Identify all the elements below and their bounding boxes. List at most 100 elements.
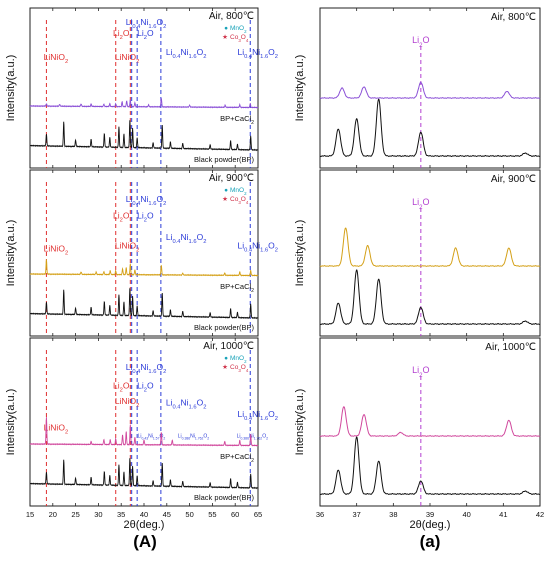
label-part: Air, 800℃: [491, 12, 536, 23]
subplot-title: Air, 900℃: [491, 174, 536, 185]
label-part: 0.4: [132, 24, 141, 30]
reference-label: Li0.4Ni1.6O2: [237, 240, 278, 253]
label-part: 2θ(deg.): [410, 519, 451, 531]
label-part: 30: [94, 510, 102, 519]
label-part: Air, 800℃: [209, 11, 254, 22]
label-part: 2: [144, 388, 147, 394]
label-part: Li: [113, 211, 120, 221]
panel-label-a: (a): [420, 532, 441, 551]
label-part: Intensity(a.u.): [5, 55, 17, 122]
label-part: 0.386: [182, 436, 191, 440]
label-part: 1.6: [260, 247, 268, 253]
series-label-bp-cacl2: BP+CaCl2: [220, 114, 254, 126]
legend-marker: ●: [224, 25, 228, 32]
label-part: 2: [419, 42, 423, 49]
label-part: 2: [244, 29, 247, 34]
label-part: 2: [163, 436, 165, 440]
series-line-black-powder: [319, 269, 541, 325]
label-part: Li: [237, 240, 244, 250]
label-part: 41: [499, 510, 507, 519]
series-label-black-powder: Black powder(BP): [194, 155, 255, 164]
label-part: Li: [126, 362, 133, 372]
series-label-black-powder: Black powder(BP): [194, 323, 255, 332]
label-part: Ni: [252, 409, 260, 419]
label-part: 39: [426, 510, 434, 519]
label-part: Intensity(a.u.): [294, 220, 306, 287]
label-part: 2: [136, 247, 139, 253]
x-tick-label: 65: [254, 510, 262, 519]
label-part: Li: [166, 232, 173, 242]
label-part: 2: [244, 191, 247, 196]
reference-label: LiNiO2: [115, 240, 139, 253]
x-tick-label: 35: [117, 510, 125, 519]
label-part: 2: [251, 288, 254, 294]
series-line-black-powder: [29, 120, 259, 152]
series-line-bp-cacl2: [319, 227, 541, 267]
series-line-black-powder: [29, 458, 259, 490]
label-part: 40: [462, 510, 470, 519]
reference-label: Li2O: [113, 28, 130, 41]
label-part: O: [197, 397, 204, 407]
label-part: Li: [237, 47, 244, 57]
label-part: 2: [275, 247, 278, 253]
label-part: 1.6: [260, 54, 268, 60]
label-part: O: [268, 409, 275, 419]
label-part: Co: [230, 196, 239, 203]
subplot-title: Air, 900℃: [209, 173, 254, 184]
x-tick-label: 41: [499, 510, 507, 519]
reference-label: Li0.4Ni1.6O2: [126, 362, 167, 375]
label-part: 42: [536, 510, 544, 519]
reference-label: Li0.4Ni1.6O2: [237, 47, 278, 60]
label-part: O: [268, 47, 275, 57]
label-part: Co: [230, 34, 239, 41]
label-part: Air, 1000℃: [203, 341, 254, 352]
label-part: 2: [65, 430, 68, 436]
label-part: LiNiO: [115, 240, 137, 250]
subplot-A-1: LiNiO2Li2OLiNiO2Li0.4Ni1.6O2Li2OLi0.4Ni1…: [5, 7, 278, 169]
legend-marker: ●: [224, 187, 228, 194]
legend-entry: Co3O4: [230, 364, 249, 373]
label-part: 2: [419, 204, 423, 211]
label-part: 2: [251, 458, 254, 464]
series-label-bp-cacl2: BP+CaCl2: [220, 282, 254, 294]
series-line-black-powder: [319, 436, 541, 495]
label-part: Black powder(BP): [194, 323, 255, 332]
label-part: Ni: [181, 47, 189, 57]
label-part: Ni: [140, 17, 148, 27]
reference-label: Li0.4Ni1.6O2: [166, 397, 207, 410]
label-part: BP+CaCl: [220, 282, 251, 291]
reference-label: Li2O: [412, 365, 429, 379]
label-part: Li: [166, 47, 173, 57]
label-part: Ni: [252, 47, 260, 57]
label-part: 1.6: [148, 201, 156, 207]
series-label-black-powder: Black powder(BP): [194, 493, 255, 502]
label-part: 2: [275, 54, 278, 60]
reference-label: Li0.4Ni1.6O2: [126, 194, 167, 207]
reference-label: Li2O: [113, 381, 130, 394]
series-line-black-powder: [319, 98, 541, 157]
label-part: 2: [251, 120, 254, 126]
y-axis-label: Intensity(a.u.): [294, 55, 306, 122]
reference-label: LiNiO2: [115, 396, 139, 409]
label-part: 0.43: [142, 436, 149, 440]
label-part: LiNiO: [115, 52, 137, 62]
label-part: 25: [71, 510, 79, 519]
label-part: 36: [316, 510, 324, 519]
x-tick-label: 55: [208, 510, 216, 519]
label-part: 2: [203, 404, 206, 410]
label-part: 2: [65, 59, 68, 65]
label-part: 37: [352, 510, 360, 519]
label-part: 2: [65, 251, 68, 257]
label-part: 2: [275, 416, 278, 422]
label-part: 2: [419, 372, 423, 379]
legend-entry: Co3O4: [230, 196, 249, 205]
label-part: 2: [120, 388, 123, 394]
label-part: MnO: [230, 187, 244, 194]
reference-label: Li2O: [137, 211, 154, 224]
label-part: 0.4: [173, 54, 182, 60]
label-part: Li: [137, 28, 144, 38]
x-tick-label: 40: [462, 510, 470, 519]
series-line-black-powder: [29, 288, 259, 320]
label-part: O: [203, 433, 207, 439]
